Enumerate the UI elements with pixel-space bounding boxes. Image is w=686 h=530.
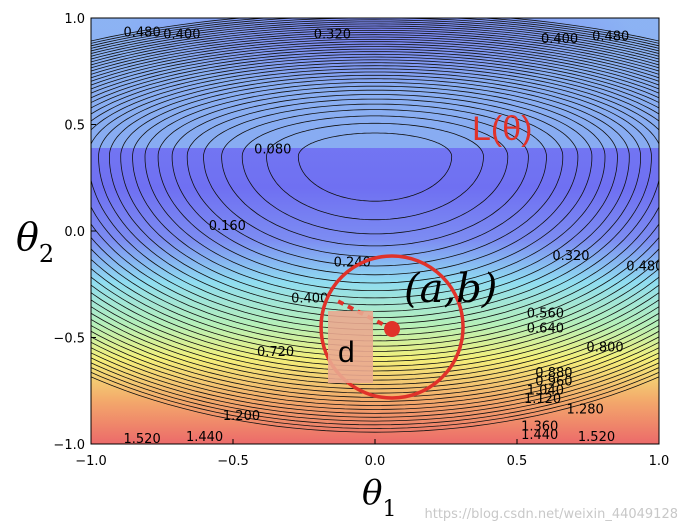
contour-label-21: 1.360 [521,419,558,434]
contour-line-9 [132,82,618,299]
contour-label-24: 1.520 [578,430,615,445]
contour-line-26 [91,34,659,390]
contour-line-28 [91,29,659,398]
contour-label-17: 1.040 [527,383,564,398]
y-tick-label-1: 0.5 [64,119,85,134]
d-label: d [338,336,355,369]
contour-line-6 [171,94,579,276]
contour-line-10 [120,78,630,306]
contour-label-16: 0.960 [535,375,572,390]
axis-ticks: −1.0 −0.5 0.0 0.5 1.0 1.0 0.5 0.0 −0.5 −1.0 [53,12,669,469]
contour-label-20: 1.280 [567,402,604,417]
contour-label-9: 0.480 [626,260,663,275]
d-box [328,311,373,383]
contour-line-37 [91,18,659,433]
contour-line-21 [91,46,659,367]
contour-line-35 [91,18,659,426]
contour-line-25 [91,36,659,385]
contour-label-19: 1.200 [223,409,260,424]
x-tick-label-0: −1.0 [75,454,107,469]
point-ab [384,320,401,337]
contour-line-12 [98,71,652,319]
x-tick-label-1: −0.5 [217,454,249,469]
contour-label-15: 0.880 [535,366,572,381]
x-tick-label-2: 0.0 [365,454,386,469]
contour-label-8: 0.320 [552,249,589,264]
contour-label-4: 0.480 [592,30,629,45]
contour-line-31 [91,23,659,410]
loss-label: L(θ) [472,110,532,148]
contour-line-34 [91,18,659,422]
contour-line-3 [221,109,529,247]
contour-label-14: 0.800 [586,341,623,356]
contour-label-13: 0.720 [257,345,294,360]
plot-area: 0.480 0.400 0.320 0.400 0.4800.0800.1600.240… [91,18,663,447]
contour-label-23: 1.440 [186,430,223,445]
contour-label-11: 0.560 [527,307,564,322]
contour-line-7 [157,89,593,284]
y-axis-label: θ2 [16,215,54,268]
annotations: L(θ) d (a,b) [319,110,532,400]
contour-line-30 [91,25,659,406]
contour-label-1: 0.400 [163,28,200,43]
contour-label-25: 1.520 [124,432,161,447]
contour-line-14 [91,65,659,331]
contour-labels: 0.480 0.400 0.320 0.400 0.4800.0800.1600.240… [124,25,663,447]
contour-line-24 [91,38,659,381]
contour-line-2 [241,115,509,235]
contour-lines [91,18,659,433]
point-ab-label: (a,b) [404,266,497,312]
y-tick-label-2: 0.0 [64,225,85,240]
y-tick-label-3: −0.5 [53,332,85,347]
watermark: https://blog.csdn.net/weixin_44049128 [424,507,678,522]
contour-line-5 [186,98,564,267]
contour-line-11 [108,74,641,312]
x-tick-label-3: 0.5 [507,454,528,469]
contour-line-36 [91,18,659,429]
contour-line-13 [91,68,659,325]
contour-line-18 [91,53,659,352]
contour-line-20 [91,48,659,362]
contour-line-19 [91,51,659,357]
contour-line-1 [266,122,484,221]
contour-line-32 [91,21,659,414]
contour-label-2: 0.320 [314,28,351,43]
contour-line-23 [91,41,659,377]
contour-line-16 [91,59,659,342]
contour-label-7: 0.240 [334,255,371,270]
y-tick-label-0: 1.0 [64,12,85,27]
contour-line-33 [91,19,659,418]
contour-line-15 [91,62,659,336]
contour-label-5: 0.080 [254,143,291,158]
contour-label-0: 0.480 [124,25,161,40]
contour-line-29 [91,27,659,402]
contour-label-3: 0.400 [541,32,578,47]
contour-label-22: 1.440 [521,428,558,443]
contour-label-18: 1.120 [524,392,561,407]
contour-label-10: 0.400 [291,292,328,307]
y-tick-label-4: −1.0 [53,438,85,453]
contour-line-8 [144,85,606,292]
x-tick-label-4: 1.0 [649,454,670,469]
contour-line-0 [297,132,453,202]
contour-line-27 [91,32,659,394]
contour-label-12: 0.640 [527,321,564,336]
contour-line-22 [91,43,659,372]
x-axis-label: θ1 [362,473,396,522]
contour-line-4 [203,103,547,257]
contour-line-17 [91,56,659,347]
neighborhood-circle [319,254,465,400]
contour-label-6: 0.160 [209,219,246,234]
